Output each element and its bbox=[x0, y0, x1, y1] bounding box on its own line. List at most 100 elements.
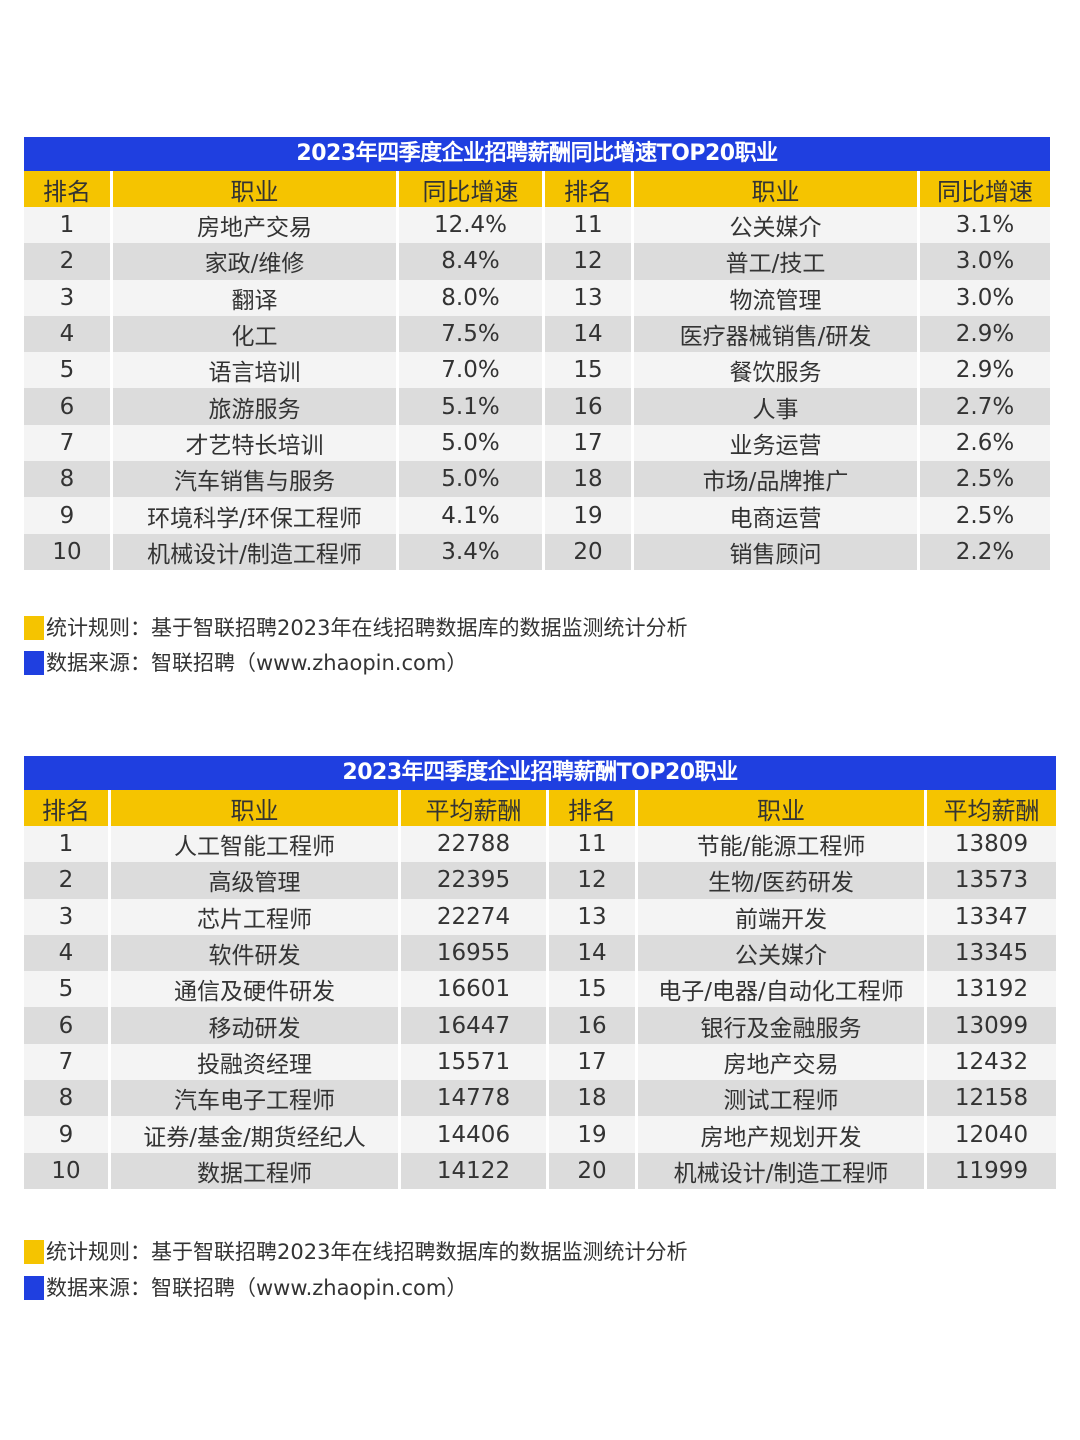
value-cell: 15571 bbox=[401, 1043, 549, 1081]
table-header-row: 排名 职业 同比增速 排名 职业 同比增速 bbox=[24, 171, 1050, 207]
rank-cell: 6 bbox=[24, 388, 113, 425]
value-cell: 3.0% bbox=[920, 243, 1050, 280]
source-note: 数据来源：智联招聘（www.zhaopin.com） bbox=[24, 1275, 467, 1301]
col-header-occupation: 职业 bbox=[113, 171, 399, 207]
rank-cell: 9 bbox=[24, 497, 113, 534]
col-header-rank: 排名 bbox=[549, 790, 638, 826]
value-cell: 3.1% bbox=[920, 207, 1050, 244]
value-cell: 16955 bbox=[401, 934, 549, 972]
occupation-cell: 旅游服务 bbox=[113, 388, 399, 425]
table-row: 5 语言培训 7.0% 15 餐饮服务 2.9% bbox=[24, 352, 1050, 389]
col-header-growth: 同比增速 bbox=[920, 171, 1050, 207]
rank-cell: 1 bbox=[24, 826, 111, 863]
occupation-cell: 翻译 bbox=[113, 279, 399, 316]
blue-marker bbox=[24, 1276, 44, 1300]
source-note-text: 数据来源：智联招聘（www.zhaopin.com） bbox=[46, 651, 468, 675]
value-cell: 16447 bbox=[401, 1007, 549, 1044]
growth-table-body: 1 房地产交易 12.4% 11 公关媒介 3.1% 2 家政/维修 8.4% 12 普工/技工 3.… bbox=[24, 207, 1050, 570]
occupation-cell: 投融资经理 bbox=[111, 1043, 401, 1081]
rank-cell: 18 bbox=[545, 461, 634, 498]
value-cell: 13573 bbox=[927, 862, 1056, 899]
table-row: 8 汽车电子工程师 14778 18 测试工程师 12158 bbox=[24, 1080, 1056, 1117]
value-cell: 13809 bbox=[927, 826, 1056, 863]
col-header-occupation: 职业 bbox=[111, 790, 401, 826]
occupation-cell: 软件研发 bbox=[111, 934, 401, 972]
rank-cell: 9 bbox=[24, 1116, 111, 1153]
salary-table-title: 2023年四季度企业招聘薪酬TOP20职业 bbox=[24, 756, 1056, 790]
rank-cell: 16 bbox=[545, 388, 634, 425]
rule-note: 统计规则：基于智联招聘2023年在线招聘数据库的数据监测统计分析 bbox=[24, 1239, 687, 1265]
rank-cell: 4 bbox=[24, 315, 113, 353]
occupation-cell: 人事 bbox=[634, 388, 920, 425]
rank-cell: 16 bbox=[549, 1007, 638, 1044]
value-cell: 2.6% bbox=[920, 424, 1050, 462]
occupation-cell: 电子/电器/自动化工程师 bbox=[638, 971, 927, 1008]
value-cell: 8.4% bbox=[399, 243, 545, 280]
rank-cell: 7 bbox=[24, 424, 113, 462]
occupation-cell: 移动研发 bbox=[111, 1007, 401, 1044]
rank-cell: 5 bbox=[24, 352, 113, 389]
value-cell: 5.0% bbox=[399, 424, 545, 462]
occupation-cell: 生物/医药研发 bbox=[638, 862, 927, 899]
rank-cell: 3 bbox=[24, 279, 113, 316]
value-cell: 5.0% bbox=[399, 461, 545, 498]
rank-cell: 11 bbox=[545, 207, 634, 244]
rank-cell: 14 bbox=[549, 934, 638, 972]
value-cell: 12040 bbox=[927, 1116, 1056, 1153]
value-cell: 14122 bbox=[401, 1152, 549, 1189]
value-cell: 22788 bbox=[401, 826, 549, 863]
table-row: 4 化工 7.5% 14 医疗器械销售/研发 2.9% bbox=[24, 315, 1050, 353]
rank-cell: 5 bbox=[24, 971, 111, 1008]
blue-marker bbox=[24, 651, 44, 675]
rank-cell: 10 bbox=[24, 1152, 111, 1189]
occupation-cell: 人工智能工程师 bbox=[111, 826, 401, 863]
col-header-rank: 排名 bbox=[545, 171, 634, 207]
table-row: 7 才艺特长培训 5.0% 17 业务运营 2.6% bbox=[24, 424, 1050, 462]
rank-cell: 6 bbox=[24, 1007, 111, 1044]
rank-cell: 15 bbox=[545, 352, 634, 389]
occupation-cell: 汽车销售与服务 bbox=[113, 461, 399, 498]
rank-cell: 8 bbox=[24, 461, 113, 498]
col-header-occupation: 职业 bbox=[638, 790, 927, 826]
yellow-marker bbox=[24, 1240, 44, 1264]
growth-table: 排名 职业 同比增速 排名 职业 同比增速 1 房地产交易 12.4% 11 公关媒介 3… bbox=[24, 171, 1050, 570]
occupation-cell: 芯片工程师 bbox=[111, 898, 401, 935]
col-header-salary: 平均薪酬 bbox=[401, 790, 549, 826]
yellow-marker bbox=[24, 616, 44, 640]
rank-cell: 12 bbox=[545, 243, 634, 280]
value-cell: 4.1% bbox=[399, 497, 545, 534]
value-cell: 3.0% bbox=[920, 279, 1050, 316]
rank-cell: 17 bbox=[549, 1043, 638, 1081]
value-cell: 11999 bbox=[927, 1152, 1056, 1189]
occupation-cell: 通信及硬件研发 bbox=[111, 971, 401, 1008]
rank-cell: 12 bbox=[549, 862, 638, 899]
table-row: 1 人工智能工程师 22788 11 节能/能源工程师 13809 bbox=[24, 826, 1056, 863]
salary-table: 排名 职业 平均薪酬 排名 职业 平均薪酬 1 人工智能工程师 22788 11 节能/… bbox=[24, 790, 1056, 1189]
table-row: 3 翻译 8.0% 13 物流管理 3.0% bbox=[24, 279, 1050, 316]
source-note: 数据来源：智联招聘（www.zhaopin.com） bbox=[24, 650, 467, 676]
rank-cell: 10 bbox=[24, 533, 113, 570]
value-cell: 2.5% bbox=[920, 461, 1050, 498]
value-cell: 2.9% bbox=[920, 352, 1050, 389]
value-cell: 14406 bbox=[401, 1116, 549, 1153]
table-row: 10 数据工程师 14122 20 机械设计/制造工程师 11999 bbox=[24, 1152, 1056, 1189]
table-header-row: 排名 职业 平均薪酬 排名 职业 平均薪酬 bbox=[24, 790, 1056, 826]
rank-cell: 11 bbox=[549, 826, 638, 863]
table-row: 3 芯片工程师 22274 13 前端开发 13347 bbox=[24, 898, 1056, 935]
occupation-cell: 证券/基金/期货经纪人 bbox=[111, 1116, 401, 1153]
table-row: 8 汽车销售与服务 5.0% 18 市场/品牌推广 2.5% bbox=[24, 461, 1050, 498]
occupation-cell: 机械设计/制造工程师 bbox=[638, 1152, 927, 1189]
rank-cell: 15 bbox=[549, 971, 638, 1008]
col-header-rank: 排名 bbox=[24, 171, 113, 207]
table-row: 6 移动研发 16447 16 银行及金融服务 13099 bbox=[24, 1007, 1056, 1044]
occupation-cell: 机械设计/制造工程师 bbox=[113, 533, 399, 570]
occupation-cell: 公关媒介 bbox=[634, 207, 920, 244]
table-row: 4 软件研发 16955 14 公关媒介 13345 bbox=[24, 934, 1056, 972]
rank-cell: 8 bbox=[24, 1080, 111, 1117]
value-cell: 13345 bbox=[927, 934, 1056, 972]
growth-table-block: 2023年四季度企业招聘薪酬同比增速TOP20职业 排名 职业 同比增速 排名 … bbox=[24, 137, 1050, 570]
rank-cell: 2 bbox=[24, 862, 111, 899]
value-cell: 16601 bbox=[401, 971, 549, 1008]
col-header-salary: 平均薪酬 bbox=[927, 790, 1056, 826]
rank-cell: 2 bbox=[24, 243, 113, 280]
